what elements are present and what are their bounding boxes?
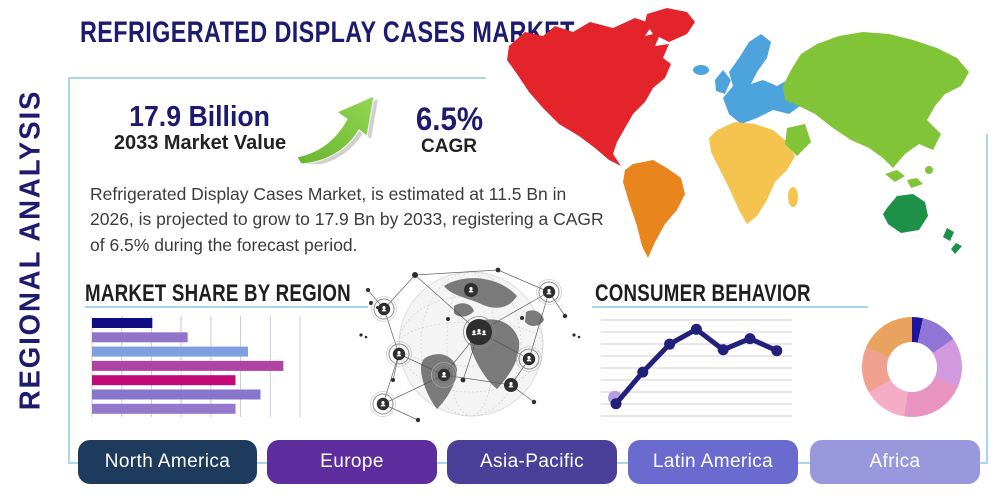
bar-chart-title: MARKET SHARE BY REGION [85,280,351,307]
market-value-stat: 17.9 Billion 2033 Market Value [92,101,308,155]
map-greenland [645,8,695,42]
globe-network-icon [359,267,581,423]
line-chart-title-underline [592,306,868,308]
line-chart-title: CONSUMER BEHAVIOR [595,280,811,307]
cagr-label: CAGR [421,136,477,157]
map-asia [783,32,969,168]
cagr-stat: 6.5% CAGR [398,101,500,158]
donut-hole [887,342,937,392]
region-button-north-america[interactable]: North America [78,440,257,484]
region-button-label: North America [104,451,231,472]
region-button-label: Africa [869,451,921,472]
world-map [507,8,969,258]
region-button-label: Latin America [652,451,774,472]
market-value-number: 17.9 Billion [129,101,271,133]
consumer-behavior-line-chart [601,319,792,417]
market-description: Refrigerated Display Cases Market, is es… [90,184,604,255]
map-iceland [693,65,709,75]
region-button-latin-america[interactable]: Latin America [628,440,798,484]
region-button-africa[interactable]: Africa [810,440,980,484]
underline-end-dot [376,306,379,309]
map-arabia [785,124,811,156]
region-button-asia-pacific[interactable]: Asia-Pacific [447,440,617,484]
map-new-zealand [943,228,962,254]
region-button-label: Asia-Pacific [479,451,585,472]
cagr-number: 6.5% [415,101,483,137]
panel-border-top [68,77,486,79]
map-australia [883,194,928,233]
region-button-europe[interactable]: Europe [267,440,437,484]
regional-donut-chart [862,317,962,417]
page-title: REFRIGERATED DISPLAY CASES MARKET [80,16,575,49]
map-madagascar [788,187,798,207]
map-se-asia-islands [885,170,923,188]
map-africa [709,122,795,224]
region-button-label: Europe [320,451,384,472]
map-uk [715,70,731,94]
map-north-america [507,18,671,166]
market-share-bar-chart [91,316,301,417]
underline-end-dot [369,301,373,305]
market-value-label: 2033 Market Value [113,132,287,154]
map-south-america [623,160,685,258]
map-island [925,166,933,174]
growth-arrow-icon [296,95,378,164]
bar-chart-title-underline [85,306,368,308]
users-node [463,316,495,348]
sidebar-vertical-label: REGIONAL ANALYSIS [14,89,47,411]
panel-border-left [68,77,70,464]
panel-border-right [986,134,988,464]
